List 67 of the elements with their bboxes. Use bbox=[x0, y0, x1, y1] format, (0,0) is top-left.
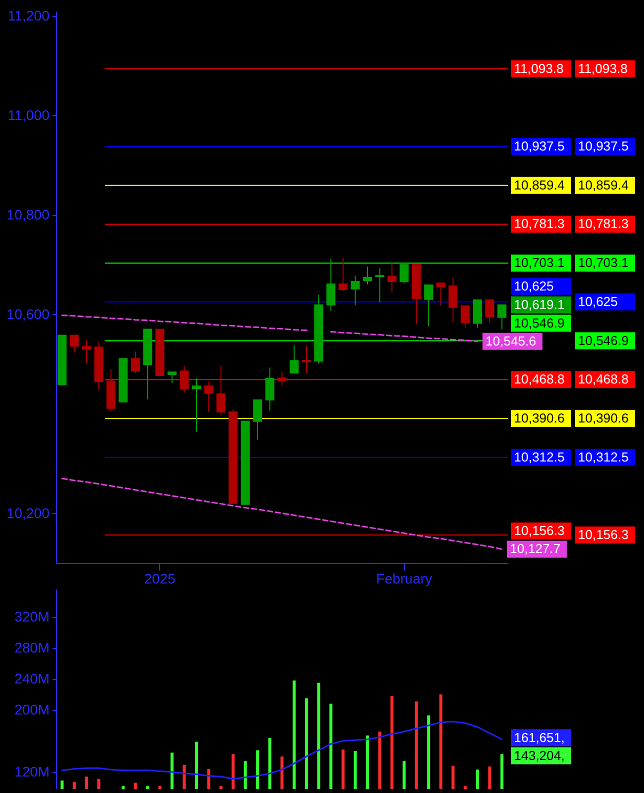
candlestick bbox=[387, 262, 396, 293]
candlestick bbox=[448, 277, 458, 323]
candlestick bbox=[204, 381, 214, 412]
candlestick bbox=[192, 378, 201, 432]
x-tick-label: 2025 bbox=[144, 570, 176, 586]
candlestick bbox=[180, 366, 189, 393]
candlestick bbox=[375, 268, 384, 303]
y-tick-label: 10,200 bbox=[6, 504, 50, 521]
y-tick-label: 11,200 bbox=[8, 7, 50, 24]
ref-line-label: 10,781.3 bbox=[514, 216, 565, 232]
text: 10,859.4 bbox=[578, 177, 629, 192]
text: 143,204, bbox=[514, 748, 565, 763]
text: 10,619.1 bbox=[514, 296, 565, 312]
candlestick bbox=[82, 340, 92, 364]
y-tick-label: 200M bbox=[14, 701, 50, 718]
candlestick bbox=[485, 299, 494, 324]
candlestick bbox=[216, 366, 226, 415]
y-tick-label: 120M bbox=[14, 763, 50, 780]
text: 10,312.5 bbox=[578, 449, 629, 464]
text: 10,468.8 bbox=[578, 372, 629, 387]
candlestick bbox=[338, 257, 348, 292]
ref-line-label: 11,093.8 bbox=[514, 60, 564, 76]
y-tick-label: 240M bbox=[14, 670, 50, 686]
ref-line-label: 10,703.1 bbox=[514, 255, 565, 270]
ref-line-label: 10,546.9 bbox=[514, 315, 565, 330]
text: 10,781.3 bbox=[578, 216, 629, 232]
candlestick bbox=[436, 282, 446, 306]
text: 11,093.8 bbox=[578, 60, 628, 76]
data-label: 10,545.6 bbox=[485, 333, 536, 348]
ref-line-label: 10,625 bbox=[514, 278, 554, 294]
candlestick bbox=[400, 264, 409, 284]
text: 10,625 bbox=[578, 294, 618, 309]
candlestick bbox=[460, 305, 470, 328]
candlestick bbox=[290, 344, 299, 374]
candlestick bbox=[302, 346, 311, 374]
ref-line-label: 10,312.5 bbox=[514, 449, 565, 464]
ref-line-label: 10,859.4 bbox=[514, 177, 565, 192]
ref-line-label: 10,468.8 bbox=[514, 372, 565, 387]
text: 10,546.9 bbox=[578, 332, 629, 348]
ref-line-label: 10,390.6 bbox=[514, 410, 565, 426]
y-tick-label: 280M bbox=[14, 639, 50, 656]
candlestick bbox=[424, 284, 434, 327]
candlestick bbox=[363, 266, 372, 286]
candlestick bbox=[70, 334, 79, 354]
candlestick bbox=[168, 372, 177, 384]
y-tick-label: 320M bbox=[14, 608, 50, 624]
candlestick bbox=[350, 275, 360, 306]
data-label: 10,127.7 bbox=[510, 541, 560, 556]
candlestick bbox=[472, 299, 482, 328]
candlestick bbox=[497, 304, 506, 330]
candlestick bbox=[253, 399, 262, 440]
candlestick bbox=[326, 258, 336, 312]
text: 10,156.3 bbox=[578, 527, 629, 542]
ref-line-label: 10,156.3 bbox=[514, 523, 565, 538]
y-tick-label: 10,800 bbox=[6, 206, 50, 222]
candlestick bbox=[265, 367, 274, 412]
y-tick-label: 10,600 bbox=[6, 306, 50, 322]
line-series bbox=[61, 478, 503, 550]
ref-line-label: 10,937.5 bbox=[514, 138, 565, 154]
candlestick bbox=[130, 351, 140, 374]
text: 10,390.6 bbox=[578, 410, 629, 426]
text: 10,937.5 bbox=[578, 138, 629, 154]
candlestick bbox=[278, 372, 286, 386]
text: 161,651, bbox=[514, 730, 565, 745]
line-series bbox=[61, 720, 503, 780]
text: 10,703.1 bbox=[578, 255, 629, 270]
y-tick-label: 11,000 bbox=[8, 106, 50, 123]
